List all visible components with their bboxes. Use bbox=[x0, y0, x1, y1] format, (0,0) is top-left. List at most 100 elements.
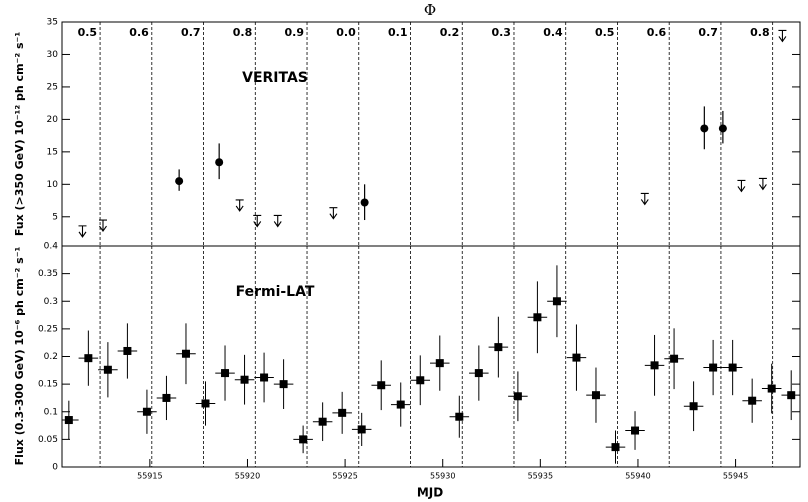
data-point bbox=[455, 412, 464, 421]
y-tick-label: 15 bbox=[47, 147, 58, 157]
data-point bbox=[572, 353, 581, 362]
data-point bbox=[260, 373, 269, 382]
data-point bbox=[748, 396, 757, 405]
y-tick-label: 5 bbox=[52, 212, 58, 222]
panel-title: VERITAS bbox=[242, 70, 308, 86]
phase-label: 0.1 bbox=[388, 26, 408, 39]
data-point bbox=[591, 391, 600, 400]
x-tick-label: 55940 bbox=[625, 472, 650, 481]
data-point bbox=[689, 402, 698, 411]
data-point bbox=[318, 417, 327, 426]
x-axis-title: MJD bbox=[417, 486, 443, 500]
x-tick-label: 55930 bbox=[430, 472, 455, 481]
data-point bbox=[279, 380, 288, 389]
panel-title: Fermi-LAT bbox=[236, 284, 315, 300]
x-tick-label: 55920 bbox=[235, 472, 260, 481]
plot-area bbox=[78, 22, 787, 246]
plot-frame bbox=[61, 21, 801, 468]
y-tick-label: 0.15 bbox=[38, 380, 58, 390]
y-tick-label: 0 bbox=[52, 463, 58, 473]
data-point bbox=[700, 124, 709, 133]
y-tick-label: 35 bbox=[47, 18, 58, 28]
data-point bbox=[787, 391, 796, 400]
top-axis-label: Φ bbox=[424, 1, 436, 19]
data-point bbox=[123, 346, 132, 355]
phase-label: 0.2 bbox=[440, 26, 460, 39]
data-point bbox=[338, 408, 347, 417]
y-tick-label: 25 bbox=[47, 82, 58, 92]
data-point bbox=[718, 124, 727, 133]
upper-limit bbox=[640, 192, 649, 206]
data-point bbox=[103, 365, 112, 374]
data-point bbox=[631, 426, 640, 435]
y-tick-label: 0.3 bbox=[44, 297, 58, 307]
phase-label: 0.6 bbox=[129, 26, 149, 39]
data-point bbox=[611, 443, 620, 452]
upper-limit bbox=[273, 214, 282, 228]
data-point bbox=[162, 393, 171, 402]
x-tick-label: 55915 bbox=[137, 472, 162, 481]
x-tick-label: 55935 bbox=[528, 472, 553, 481]
plot-area bbox=[62, 246, 800, 467]
data-point bbox=[709, 363, 718, 372]
data-point bbox=[728, 363, 737, 372]
y-tick-label: 0.1 bbox=[44, 407, 58, 417]
phase-label: 0.3 bbox=[491, 26, 511, 39]
x-tick-label: 55945 bbox=[723, 472, 748, 481]
data-point bbox=[377, 381, 386, 390]
y-tick-label: 0.25 bbox=[38, 324, 58, 334]
phase-label: 0.7 bbox=[698, 26, 718, 39]
y-tick-label: 0.2 bbox=[44, 352, 58, 362]
upper-limit bbox=[235, 199, 244, 212]
data-point bbox=[670, 354, 679, 363]
y-tick-label: 0.35 bbox=[38, 269, 58, 279]
data-point bbox=[513, 392, 522, 401]
upper-limit bbox=[758, 177, 767, 191]
data-point bbox=[240, 375, 249, 384]
data-point bbox=[360, 198, 369, 207]
data-point bbox=[494, 343, 503, 352]
upper-limit bbox=[778, 29, 787, 43]
upper-limit bbox=[78, 225, 87, 238]
data-point bbox=[552, 297, 561, 306]
data-point bbox=[84, 354, 93, 363]
y-tick-label: 10 bbox=[47, 180, 59, 190]
data-point bbox=[142, 407, 151, 416]
data-point bbox=[64, 416, 73, 425]
upper-limit bbox=[737, 179, 746, 193]
y-axis-title: Flux (0.3-300 GeV) 10⁻⁶ ph cm⁻² s⁻¹ bbox=[13, 246, 26, 465]
data-point bbox=[215, 158, 224, 167]
phase-label: 0.4 bbox=[543, 26, 563, 39]
data-point bbox=[181, 349, 190, 358]
data-point bbox=[435, 359, 444, 368]
x-tick-label: 55925 bbox=[332, 472, 357, 481]
y-tick-label: 0.05 bbox=[38, 435, 58, 445]
data-point bbox=[221, 369, 230, 378]
phase-label: 0.6 bbox=[647, 26, 667, 39]
data-point bbox=[299, 435, 308, 444]
data-point bbox=[396, 400, 405, 409]
phase-label: 0.7 bbox=[181, 26, 201, 39]
phase-label: 0.8 bbox=[233, 26, 253, 39]
phase-label: 0.9 bbox=[285, 26, 305, 39]
y-axis-title: Fux (>350 GeV) 10⁻¹² ph cm⁻² s⁻¹ bbox=[13, 32, 26, 237]
data-point bbox=[175, 177, 184, 186]
phase-label: 0.5 bbox=[78, 26, 98, 39]
data-point bbox=[416, 376, 425, 385]
data-point bbox=[533, 313, 542, 322]
data-point bbox=[357, 425, 366, 434]
upper-limit bbox=[99, 219, 107, 232]
data-point bbox=[767, 384, 776, 393]
phase-label: 0.8 bbox=[750, 26, 770, 39]
upper-limit bbox=[253, 214, 262, 228]
y-tick-label: 30 bbox=[47, 50, 59, 60]
data-point bbox=[650, 361, 659, 370]
y-tick-label: 0.4 bbox=[44, 242, 59, 252]
phase-label: 0.5 bbox=[595, 26, 615, 39]
data-point bbox=[201, 399, 210, 408]
phase-label: 0.0 bbox=[336, 26, 356, 39]
data-point bbox=[474, 369, 483, 378]
y-tick-label: 20 bbox=[47, 115, 59, 125]
upper-limit bbox=[329, 207, 338, 220]
